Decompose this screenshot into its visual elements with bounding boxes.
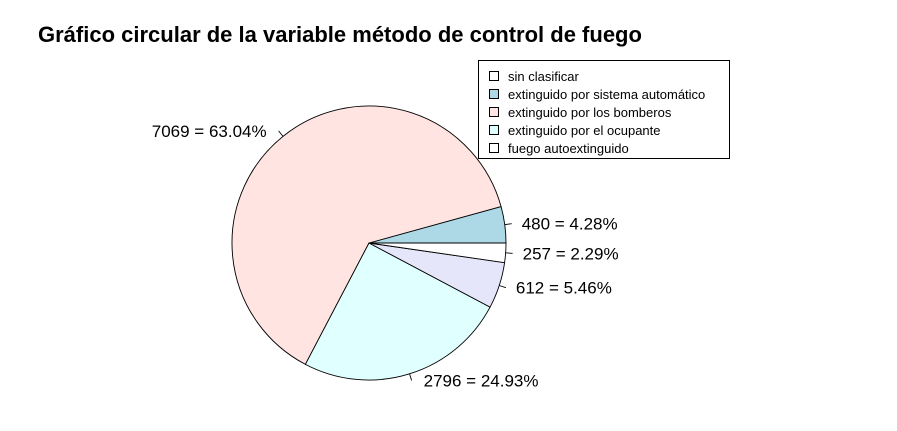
slice-label-tick xyxy=(505,252,513,254)
slice-label-tick xyxy=(499,285,507,289)
pie-slice xyxy=(231,105,502,365)
slice-label: 2796 = 24.93% xyxy=(424,372,539,391)
legend-label: fuego autoextinguido xyxy=(508,140,629,156)
chart-title: Gráfico circular de la variable método d… xyxy=(38,22,642,47)
pie-slices xyxy=(231,105,507,381)
slice-label: 257 = 2.29% xyxy=(523,244,619,263)
slice-label: 480 = 4.28% xyxy=(522,215,618,234)
legend-item-autoextinguido: fuego autoextinguido xyxy=(489,140,629,156)
pie-slice-labels: 480 = 4.28% 7069 = 63.04% 2796 = 24.93% 612… xyxy=(152,122,619,391)
legend-swatch xyxy=(489,107,499,117)
legend-swatch xyxy=(489,71,499,81)
legend-item-sistema-automatico: extinguido por sistema automático xyxy=(489,86,705,102)
legend-swatch xyxy=(489,89,499,99)
legend-label: extinguido por sistema automático xyxy=(508,86,706,102)
slice-label: 612 = 5.46% xyxy=(516,279,612,298)
slice-label-tick xyxy=(278,130,284,137)
slice-label-tick xyxy=(504,223,512,226)
legend-label: sin clasificar xyxy=(508,68,579,84)
legend-swatch xyxy=(489,143,499,153)
slice-label-tick xyxy=(409,373,413,381)
pie-slice xyxy=(368,242,507,264)
legend-label: extinguido por el ocupante xyxy=(508,122,661,138)
legend-label: extinguido por los bomberos xyxy=(508,104,672,120)
pie-slice xyxy=(304,242,491,381)
legend-swatch xyxy=(489,125,499,135)
legend-item-sin-clasificar: sin clasificar xyxy=(489,68,579,84)
slice-label: 7069 = 63.04% xyxy=(152,122,267,141)
legend: sin clasificar extinguido por sistema au… xyxy=(478,60,730,159)
legend-item-bomberos: extinguido por los bomberos xyxy=(489,104,671,120)
legend-item-ocupante: extinguido por el ocupante xyxy=(489,122,661,138)
